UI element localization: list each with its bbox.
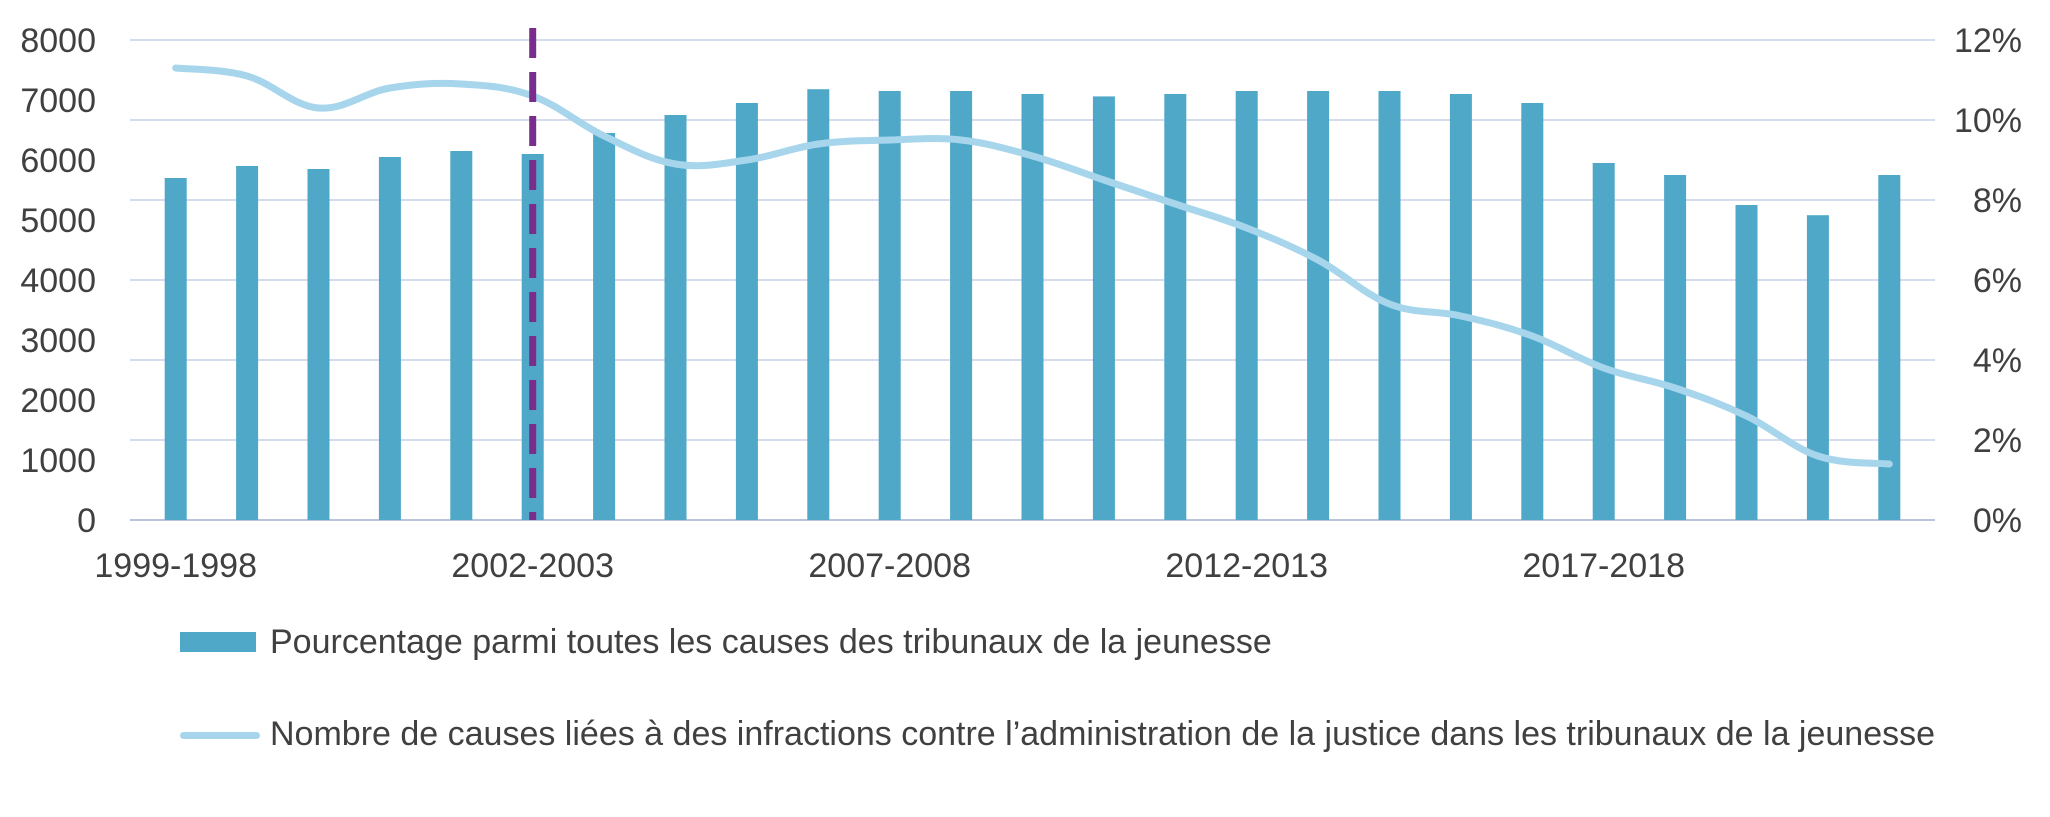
right-axis-ticks: 0% 2% 4% 6% 8% 10% 12% bbox=[1954, 22, 2022, 540]
legend-label-bars: Pourcentage parmi toutes les causes des … bbox=[270, 623, 1272, 661]
bar bbox=[1878, 175, 1901, 520]
bar bbox=[236, 166, 259, 520]
legend-bar-swatch bbox=[180, 632, 256, 652]
bar bbox=[1092, 96, 1115, 521]
bar bbox=[1164, 94, 1187, 520]
bar bbox=[1664, 175, 1687, 520]
left-tick-label: 2000 bbox=[20, 382, 96, 420]
legend-item-line: Nombre de causes liées à des infractions… bbox=[180, 712, 1935, 756]
bar bbox=[164, 178, 187, 520]
left-tick-label: 5000 bbox=[20, 202, 96, 240]
bar-series bbox=[164, 89, 1901, 521]
legend-label-line: Nombre de causes liées à des infractions… bbox=[270, 715, 1936, 753]
left-tick-label: 4000 bbox=[20, 262, 96, 300]
bar bbox=[807, 89, 830, 520]
bar bbox=[378, 157, 401, 520]
x-tick-label: 2017-2018 bbox=[1522, 547, 1685, 585]
right-tick-label: 8% bbox=[1973, 182, 2022, 220]
bar bbox=[664, 115, 687, 520]
x-tick-label: 2012-2013 bbox=[1165, 547, 1328, 585]
right-tick-label: 6% bbox=[1973, 262, 2022, 300]
bar bbox=[593, 133, 616, 520]
right-tick-label: 2% bbox=[1973, 422, 2022, 460]
chart: 0 1000 2000 3000 4000 5000 6000 7000 8000 0% 2% 4%… bbox=[20, 22, 2022, 585]
bar bbox=[878, 91, 901, 520]
left-tick-label: 8000 bbox=[20, 22, 96, 60]
bar bbox=[735, 103, 758, 520]
left-tick-label: 6000 bbox=[20, 142, 96, 180]
bar bbox=[1806, 215, 1829, 520]
right-tick-label: 0% bbox=[1973, 502, 2022, 540]
bar bbox=[450, 151, 473, 520]
x-axis-ticks: 1999-1998 2002-2003 2007-2008 2012-2013 2017… bbox=[94, 547, 1685, 585]
x-tick-label: 2002-2003 bbox=[451, 547, 614, 585]
bar bbox=[1592, 163, 1615, 520]
bar bbox=[1521, 103, 1544, 520]
bar bbox=[1735, 205, 1758, 520]
line-path bbox=[172, 64, 1893, 468]
legend-line-swatch bbox=[180, 732, 260, 739]
bar bbox=[307, 169, 330, 520]
bar bbox=[1021, 94, 1044, 520]
right-tick-label: 4% bbox=[1973, 342, 2022, 380]
line-series bbox=[172, 64, 1893, 468]
left-tick-label: 7000 bbox=[20, 82, 96, 120]
x-tick-label: 1999-1998 bbox=[94, 547, 257, 585]
bar bbox=[1235, 91, 1258, 520]
x-tick-label: 2007-2008 bbox=[808, 547, 971, 585]
left-axis-ticks: 0 1000 2000 3000 4000 5000 6000 7000 8000 bbox=[20, 22, 96, 540]
left-tick-label: 0 bbox=[77, 502, 96, 540]
bar bbox=[1307, 91, 1330, 520]
right-tick-label: 12% bbox=[1954, 22, 2022, 60]
bar bbox=[950, 91, 973, 520]
left-tick-label: 3000 bbox=[20, 322, 96, 360]
legend-item-bars: Pourcentage parmi toutes les causes des … bbox=[180, 620, 1272, 664]
bar bbox=[1449, 94, 1472, 520]
left-tick-label: 1000 bbox=[20, 442, 96, 480]
right-tick-label: 10% bbox=[1954, 102, 2022, 140]
